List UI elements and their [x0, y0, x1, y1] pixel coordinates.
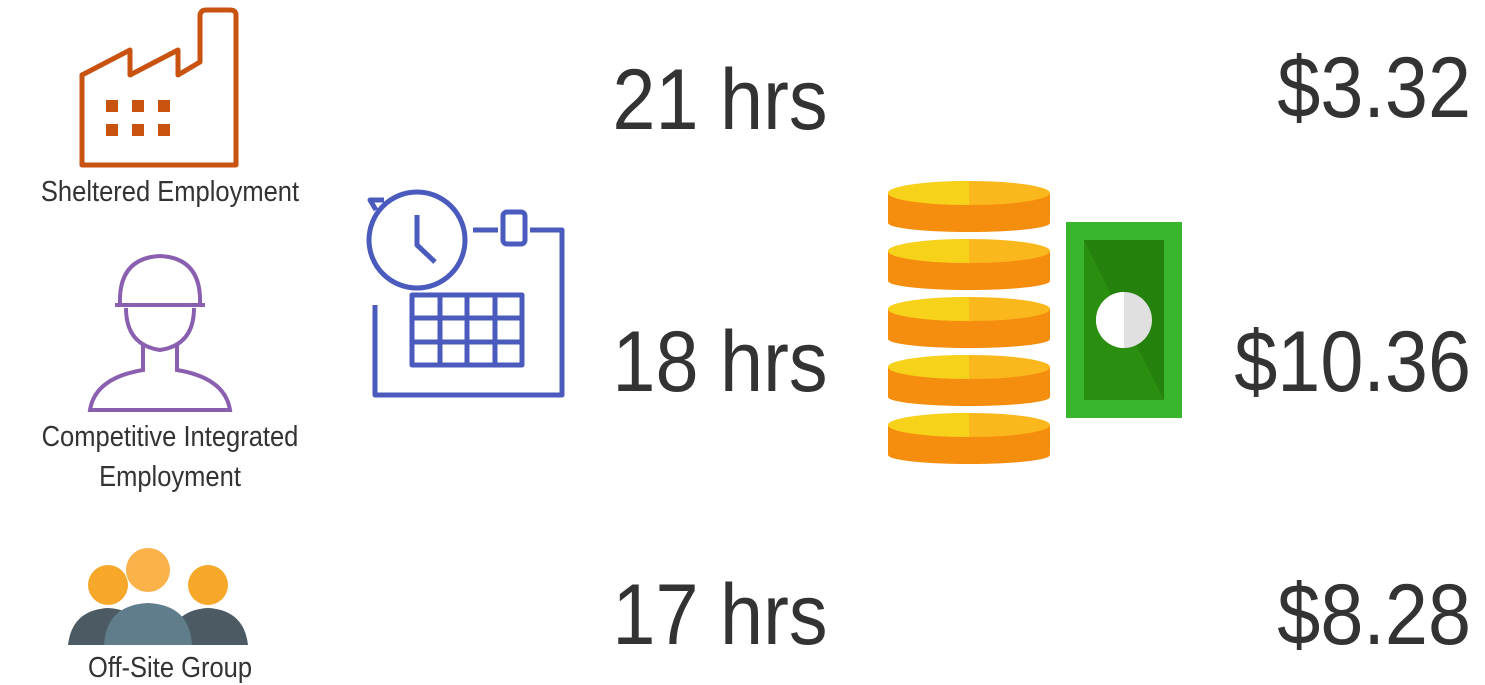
worker-icon [87, 253, 233, 412]
hours: 17 hrs [612, 567, 828, 663]
row-label: Competitive Integrated Employment [41, 421, 299, 493]
group-icon [68, 548, 248, 645]
hours: 21 hrs [612, 52, 828, 148]
wage: $8.28 [1277, 567, 1471, 663]
factory-icon [79, 7, 239, 168]
hours: 18 hrs [612, 314, 828, 410]
bill-icon [1066, 222, 1182, 418]
row-label: Sheltered Employment [40, 176, 300, 208]
calendar-icon [366, 189, 565, 398]
wage: $10.36 [1234, 314, 1471, 410]
coins-icon [888, 181, 1050, 464]
row-label: Off-Site Group [87, 652, 253, 684]
wage: $3.32 [1277, 40, 1471, 136]
